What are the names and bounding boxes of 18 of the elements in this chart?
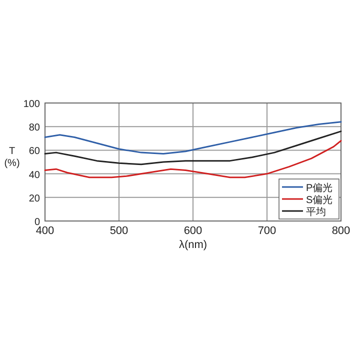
line-series	[44, 121, 342, 154]
line-series	[44, 140, 342, 178]
y-tick-label: 40	[28, 170, 40, 181]
x-tick-label: 700	[258, 225, 276, 237]
x-tick-label: 400	[36, 225, 54, 237]
x-axis-title: λ(nm)	[178, 239, 208, 251]
x-tick-label: 500	[110, 225, 128, 237]
y-tick-label: 100	[23, 99, 40, 110]
y-axis-title: T (%)	[4, 146, 20, 169]
x-tick-label: 600	[184, 225, 202, 237]
y-tick-label: 60	[28, 146, 40, 158]
legend-label: P偏光	[306, 182, 333, 194]
y-tick-label: 20	[28, 193, 40, 204]
line-series	[44, 130, 342, 166]
legend-label: S偏光	[306, 194, 333, 206]
x-tick-label: 800	[332, 225, 350, 237]
legend-label: 平均	[306, 206, 326, 218]
y-tick-label: 80	[28, 122, 40, 134]
